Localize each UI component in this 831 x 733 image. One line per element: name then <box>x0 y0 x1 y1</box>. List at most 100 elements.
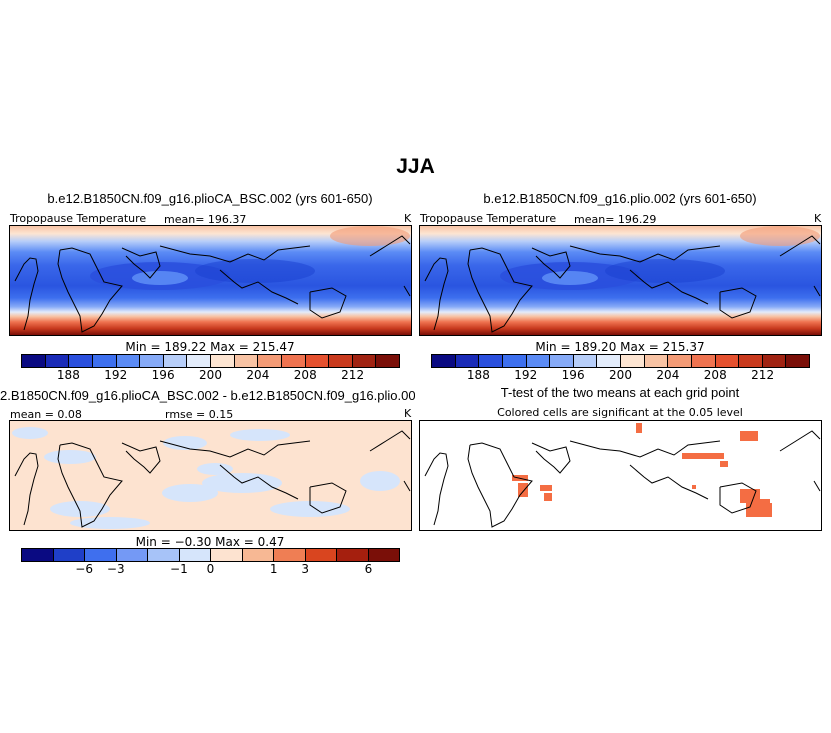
colorbar-swatch <box>22 355 46 367</box>
colorbar-tick-label: 204 <box>246 368 270 382</box>
colorbar-tick-label: 192 <box>104 368 128 382</box>
colorbar-swatch <box>53 549 85 561</box>
variable-label-top-left: Tropopause Temperature <box>10 212 147 225</box>
colorbar-ticks: −6 −3 −1 0 1 3 6 <box>21 562 400 576</box>
colorbar-top-left: 188 192 196 200 204 208 212 <box>21 354 400 382</box>
colorbar-swatch <box>621 355 645 367</box>
colorbar-swatch <box>786 355 809 367</box>
colorbar-tick-label: 212 <box>341 368 365 382</box>
colorbar-swatch <box>274 549 306 561</box>
colorbar-swatch <box>179 549 211 561</box>
colorbar-swatch <box>644 355 669 367</box>
colorbar-swatch <box>668 355 692 367</box>
map-bottom-right <box>419 420 822 531</box>
colorbar-swatch <box>573 355 598 367</box>
colorbar-swatch <box>69 355 93 367</box>
colorbar-swatch <box>116 355 141 367</box>
colorbar-swatch <box>148 549 180 561</box>
units-label-top-right: K <box>814 212 822 225</box>
colorbar-swatch <box>305 549 337 561</box>
colorbar-tick-label: −6 <box>75 562 94 576</box>
colorbar-swatch <box>305 355 330 367</box>
panel-title-top-right: b.e12.B1850CN.f09_g16.plio.002 (yrs 601-… <box>483 191 757 206</box>
colorbar-swatch <box>211 355 235 367</box>
colorbar-tick-label: 192 <box>514 368 538 382</box>
colorbar-swatch <box>234 355 259 367</box>
colorbar-top-right: 188 192 196 200 204 208 212 <box>431 354 810 382</box>
colorbar-swatch <box>376 355 399 367</box>
colorbar-tick-label: 208 <box>703 368 727 382</box>
colorbar-swatch <box>432 355 456 367</box>
panel-title-top-left: b.e12.B1850CN.f09_g16.plioCA_BSC.002 (yr… <box>47 191 373 206</box>
colorbar-swatch <box>92 355 117 367</box>
colorbar-swatches <box>21 354 400 368</box>
colorbar-tick-label: 196 <box>151 368 175 382</box>
colorbar-swatch <box>140 355 164 367</box>
units-label-top-left: K <box>404 212 412 225</box>
colorbar-swatch <box>526 355 551 367</box>
colorbar-tick-label: −1 <box>170 562 188 576</box>
colorbar-tick-label: 3 <box>301 562 310 576</box>
colorbar-tick-label: 208 <box>293 368 317 382</box>
colorbar-swatch <box>187 355 211 367</box>
colorbar-swatch <box>258 355 282 367</box>
map-bottom-left <box>9 420 412 531</box>
mean-label-top-right: mean= 196.29 <box>574 213 657 226</box>
colorbar-swatch <box>337 549 369 561</box>
colorbar-swatch <box>163 355 188 367</box>
coastline-group <box>424 430 821 528</box>
colorbar-swatch <box>550 355 574 367</box>
colorbar-tick-label: 204 <box>656 368 680 382</box>
colorbar-swatch <box>762 355 787 367</box>
variable-label-top-right: Tropopause Temperature <box>420 212 557 225</box>
coastline-group <box>424 235 821 333</box>
colorbar-swatch <box>352 355 377 367</box>
colorbar-swatch <box>691 355 716 367</box>
colorbar-tick-label: 1 <box>269 562 278 576</box>
colorbar-ticks: 188 192 196 200 204 208 212 <box>431 368 810 382</box>
colorbar-swatch <box>211 549 243 561</box>
colorbar-tick-label: 0 <box>206 562 215 576</box>
colorbar-tick-label: 196 <box>561 368 585 382</box>
panel-title-bottom-right: T-test of the two means at each grid poi… <box>500 385 740 400</box>
minmax-bottom-left: Min = −0.30 Max = 0.47 <box>135 535 285 549</box>
colorbar-swatch <box>739 355 763 367</box>
coastline-group <box>14 430 411 528</box>
map-top-right <box>419 225 822 336</box>
colorbar-swatch <box>242 549 274 561</box>
panel-title-bottom-left: 2.B1850CN.f09_g16.plioCA_BSC.002 - b.e12… <box>0 388 415 403</box>
colorbar-swatches <box>21 548 400 562</box>
colorbar-tick-label: 188 <box>466 368 490 382</box>
colorbar-swatch <box>479 355 503 367</box>
colorbar-ticks: 188 192 196 200 204 208 212 <box>21 368 400 382</box>
mean-label-top-left: mean= 196.37 <box>164 213 247 226</box>
colorbar-swatch <box>281 355 306 367</box>
coastline-group <box>14 235 411 333</box>
significant-cells <box>512 423 772 517</box>
panel-subtitle-bottom-right: Colored cells are significant at the 0.0… <box>497 406 743 419</box>
colorbar-swatch <box>22 549 54 561</box>
colorbar-swatch <box>502 355 527 367</box>
units-label-bottom-left: K <box>404 407 412 420</box>
minmax-top-right: Min = 189.20 Max = 215.37 <box>535 340 705 354</box>
minmax-top-left: Min = 189.22 Max = 215.47 <box>125 340 295 354</box>
colorbar-swatch <box>329 355 353 367</box>
colorbar-swatch <box>45 355 70 367</box>
colorbar-tick-label: 200 <box>199 368 222 382</box>
colorbar-swatch <box>597 355 621 367</box>
colorbar-tick-label: 212 <box>751 368 775 382</box>
colorbar-swatch <box>715 355 740 367</box>
colorbar-bottom-left: −6 −3 −1 0 1 3 6 <box>21 548 400 576</box>
colorbar-swatches <box>431 354 810 368</box>
colorbar-swatch <box>85 549 117 561</box>
colorbar-swatch <box>368 549 399 561</box>
colorbar-tick-label: −3 <box>106 562 125 576</box>
figure-title: JJA <box>396 155 435 178</box>
map-top-left <box>9 225 412 336</box>
mean-label-bottom-left: mean = 0.08 <box>10 408 82 421</box>
colorbar-swatch <box>455 355 480 367</box>
rmse-label-bottom-left: rmse = 0.15 <box>165 408 234 421</box>
colorbar-tick-label: 6 <box>364 562 373 576</box>
colorbar-tick-label: 200 <box>609 368 632 382</box>
colorbar-swatch <box>116 549 148 561</box>
